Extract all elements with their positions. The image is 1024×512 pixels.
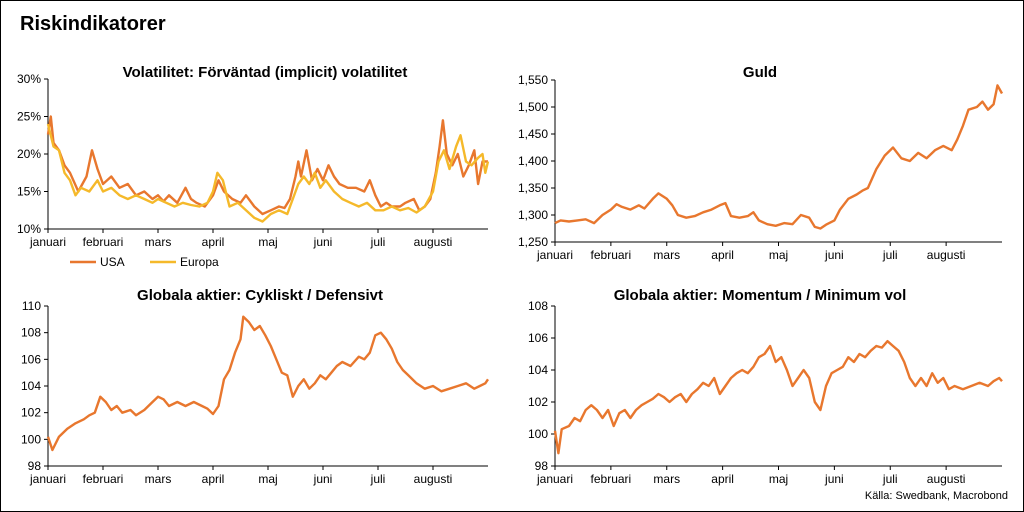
momentum-series-momentum-minimum-vol — [553, 340, 1003, 455]
momentum-chart-title: Globala aktier: Momentum / Minimum vol — [613, 287, 907, 304]
volatility-legend-label: USA — [100, 255, 125, 269]
volatility-y-tick-label: 25% — [17, 110, 41, 124]
gold-x-tick-label: mars — [653, 248, 680, 262]
gold-y-tick-label: 1,300 — [518, 208, 548, 222]
momentum-x-tick-label: februari — [591, 472, 632, 486]
momentum-y-tick-label: 98 — [535, 459, 549, 473]
gold-y-tick-label: 1,250 — [518, 235, 548, 249]
gold-x-tick-label: maj — [769, 248, 788, 262]
volatility-x-tick-label: januari — [29, 235, 66, 249]
momentum-y-tick-label: 104 — [528, 363, 548, 377]
volatility-legend-label: Europa — [180, 255, 219, 269]
volatility-x-tick-label: juni — [313, 235, 333, 249]
momentum-x-tick-label: januari — [536, 472, 573, 486]
gold-y-tick-label: 1,400 — [518, 154, 548, 168]
volatility-x-tick-label: februari — [83, 235, 124, 249]
momentum-x-tick-label: april — [711, 472, 734, 486]
momentum-x-tick-label: augusti — [927, 472, 966, 486]
cyclical-x-tick-label: maj — [258, 472, 277, 486]
momentum-x-tick-label: juli — [882, 472, 898, 486]
cyclical-series-cykliskt-defensivt — [46, 315, 489, 452]
volatility-x-tick-label: maj — [258, 235, 277, 249]
gold-y-tick-label: 1,350 — [518, 181, 548, 195]
gold-x-tick-label: juni — [824, 248, 844, 262]
gold-x-tick-label: juli — [882, 248, 898, 262]
gold-x-tick-label: april — [711, 248, 734, 262]
momentum-x-tick-label: mars — [653, 472, 680, 486]
cyclical-x-tick-label: februari — [83, 472, 124, 486]
gold-y-tick-label: 1,450 — [518, 127, 548, 141]
gold-y-tick-label: 1,500 — [518, 100, 548, 114]
volatility-y-tick-label: 10% — [17, 222, 41, 236]
cyclical-y-tick-label: 110 — [22, 299, 41, 313]
momentum-x-tick-label: juni — [824, 472, 844, 486]
page-title: Riskindikatorer — [20, 13, 166, 35]
cyclical-y-tick-label: 100 — [21, 432, 41, 446]
cyclical-x-tick-label: juli — [370, 472, 386, 486]
cyclical-y-tick-label: 102 — [21, 406, 41, 420]
gold-y-tick-label: 1,550 — [518, 73, 548, 87]
volatility-y-tick-label: 30% — [17, 72, 41, 86]
cyclical-y-tick-label: 108 — [21, 326, 41, 340]
cyclical-y-tick-label: 106 — [21, 352, 41, 366]
volatility-y-tick-label: 15% — [17, 185, 41, 199]
volatility-x-tick-label: augusti — [414, 235, 453, 249]
volatility-y-tick-label: 20% — [17, 147, 41, 161]
momentum-x-tick-label: maj — [769, 472, 788, 486]
momentum-y-tick-label: 108 — [528, 299, 548, 313]
gold-chart-title: Guld — [742, 64, 778, 81]
volatility-x-tick-label: april — [202, 235, 225, 249]
volatility-series-usa — [46, 115, 488, 216]
cyclical-y-tick-label: 98 — [28, 459, 42, 473]
momentum-y-tick-label: 100 — [528, 427, 548, 441]
cyclical-x-tick-label: mars — [145, 472, 172, 486]
cyclical-y-tick-label: 104 — [21, 379, 41, 393]
gold-series-guld — [554, 84, 1004, 230]
cyclical-x-tick-label: april — [202, 472, 225, 486]
gold-x-tick-label: februari — [591, 248, 632, 262]
momentum-y-tick-label: 102 — [528, 395, 548, 409]
cyclical-x-tick-label: augusti — [414, 472, 453, 486]
volatility-chart-title: Volatilitet: Förväntad (implicit) volati… — [122, 64, 408, 81]
gold-x-tick-label: januari — [536, 248, 573, 262]
cyclical-x-tick-label: januari — [29, 472, 66, 486]
momentum-y-tick-label: 106 — [528, 331, 548, 345]
gold-x-tick-label: augusti — [927, 248, 966, 262]
cyclical-chart-title: Globala aktier: Cykliskt / Defensivt — [137, 287, 383, 304]
source-note: Källa: Swedbank, Macrobond — [864, 490, 1008, 502]
volatility-x-tick-label: mars — [145, 235, 172, 249]
volatility-series-europa — [46, 123, 490, 223]
cyclical-x-tick-label: juni — [313, 472, 333, 486]
volatility-x-tick-label: juli — [370, 235, 386, 249]
